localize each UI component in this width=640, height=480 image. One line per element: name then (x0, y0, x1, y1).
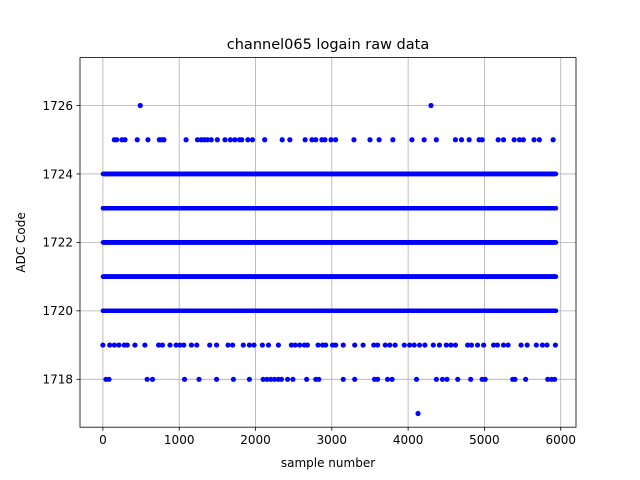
data-point (553, 308, 559, 314)
data-points (100, 102, 559, 417)
series-level-1721 (100, 274, 559, 279)
series-level-1720 (100, 308, 559, 314)
